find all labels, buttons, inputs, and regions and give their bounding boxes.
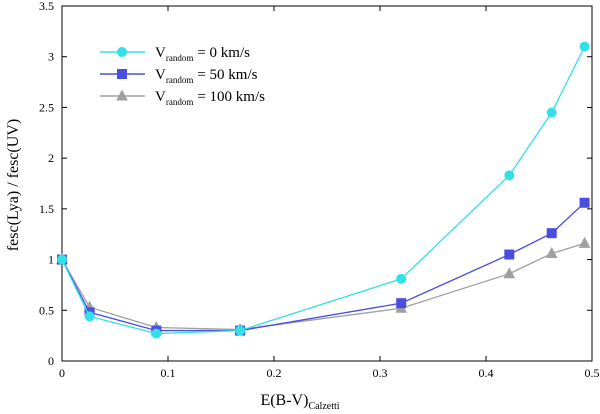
data-point-1-5 — [504, 249, 515, 260]
series-1 — [57, 197, 590, 336]
y-tick-label: 2 — [48, 151, 54, 165]
y-tick-label: 0 — [48, 354, 54, 368]
legend-swatch-marker — [116, 89, 128, 101]
y-tick-label: 3 — [48, 50, 54, 64]
x-axis-title: E(B-V)Calzetti — [260, 392, 339, 412]
plot-frame — [61, 5, 593, 362]
data-point-0-1 — [84, 311, 95, 322]
y-tick-label: 0.5 — [39, 303, 54, 317]
y-tick-label: 1 — [48, 253, 54, 267]
data-point-0-4 — [396, 273, 407, 284]
legend-label-rest: = 0 km/s — [197, 45, 250, 61]
data-point-1-4 — [396, 298, 407, 309]
legend-swatch-marker — [117, 47, 127, 57]
series-layer — [56, 41, 591, 339]
legend-swatch-marker — [117, 69, 127, 79]
y-tick-label: 2.5 — [39, 100, 54, 114]
legend-label-main: V — [155, 89, 166, 105]
data-point-1-7 — [579, 197, 590, 208]
data-point-1-6 — [546, 228, 557, 239]
legend-label-rest: = 50 km/s — [197, 67, 257, 83]
legend-label-sub: random — [166, 97, 194, 107]
data-point-2-7 — [578, 236, 591, 248]
legend-entry-2: Vrandom = 100 km/s — [100, 89, 265, 107]
legend-label: Vrandom = 50 km/s — [155, 67, 258, 85]
data-point-0-7 — [579, 41, 590, 52]
x-tick-label: 0 — [59, 366, 65, 380]
data-point-0-0 — [57, 254, 67, 265]
legend-label-rest: = 100 km/s — [197, 89, 265, 105]
x-tick-label: 0.5 — [585, 366, 600, 380]
x-axis-title-sub: Calzetti — [308, 401, 339, 412]
legend-entry-1: Vrandom = 50 km/s — [100, 67, 258, 85]
x-axis-title-main: E(B-V) — [260, 392, 308, 409]
legend-label-main: V — [155, 67, 166, 83]
series-0 — [57, 41, 590, 339]
y-axis-title: fesc(Lya) / fesc(UV) — [5, 119, 22, 251]
x-tick-label: 0.2 — [267, 366, 282, 380]
data-point-0-2 — [151, 328, 162, 339]
data-point-0-3 — [235, 325, 246, 336]
legend-label-sub: random — [166, 75, 194, 85]
legend-label-main: V — [155, 45, 166, 61]
axis-ticks: 0 0.1 0.2 0.3 0.4 0.5 0 0.5 1 1.5 2 2.5 3 3.5 — [39, 0, 600, 380]
data-point-0-5 — [504, 170, 515, 181]
data-point-2-5 — [503, 267, 516, 279]
y-tick-label: 3.5 — [39, 0, 54, 13]
x-tick-label: 0.4 — [479, 366, 494, 380]
x-tick-label: 0.1 — [161, 366, 176, 380]
legend-label: Vrandom = 100 km/s — [155, 89, 265, 107]
data-point-0-6 — [546, 107, 557, 118]
series-line-0 — [61, 46, 586, 335]
series-line-1 — [61, 202, 586, 332]
y-tick-label: 1.5 — [39, 202, 54, 216]
legend-entry-0: Vrandom = 0 km/s — [100, 45, 250, 63]
data-point-2-6 — [545, 246, 558, 258]
legend-label-sub: random — [166, 53, 194, 63]
legend-label: Vrandom = 0 km/s — [155, 45, 250, 63]
series-line-2 — [61, 242, 585, 331]
x-tick-label: 0.3 — [373, 366, 388, 380]
